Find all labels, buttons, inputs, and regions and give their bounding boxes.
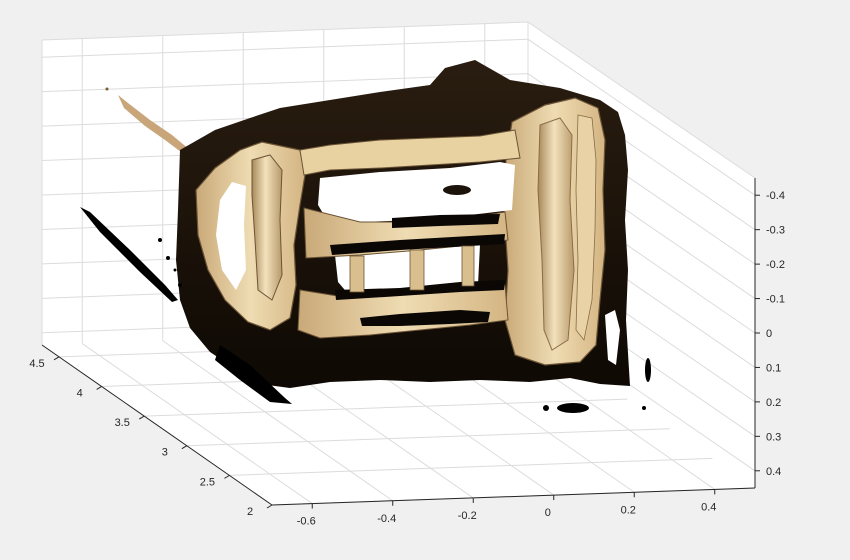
z-tick-label: 0 (766, 328, 772, 340)
cloud-bottom-streak (215, 345, 292, 404)
y-tick (181, 445, 188, 450)
y-tick-label: 2.5 (200, 476, 215, 488)
tick-labels: -0.6 -0.4 -0.2 0 0.2 0.4 2 2.5 3 3.5 4 4.5 -0.4 -0.3 -… (29, 190, 785, 527)
y-floor-gridline (229, 457, 713, 476)
central-opening-top (318, 162, 515, 225)
x-axis-line (271, 487, 756, 506)
small-column (349, 255, 365, 293)
shadow-slit-2 (330, 234, 505, 255)
shadow-slit-1 (392, 214, 500, 228)
shadow-blob (443, 185, 471, 195)
y-tick (138, 415, 145, 420)
facade-right-pillar-2 (575, 114, 597, 341)
stray-points-upper (118, 95, 195, 158)
y-floor-gridline (186, 428, 670, 447)
point-cloud (80, 60, 651, 413)
x-tick-label: -0.2 (458, 510, 477, 522)
y-tick-label: 2 (247, 506, 253, 518)
x-tick-label: 0.4 (701, 501, 716, 513)
x-tick-label: -0.4 (377, 513, 396, 525)
y-tick (266, 504, 273, 509)
entablature-upper (299, 129, 521, 176)
x-tick-label: 0.2 (621, 504, 636, 516)
small-column (409, 249, 425, 291)
y-tick-label: 4 (77, 387, 83, 399)
small-column (461, 245, 475, 287)
z-tick-label: 0.2 (766, 397, 781, 409)
speck (173, 268, 177, 272)
z-tick-label: -0.4 (766, 190, 785, 202)
x-floor-gridline (81, 343, 313, 504)
y-axis-line (41, 344, 273, 506)
y-tick (53, 356, 60, 361)
z-wall-gridline (41, 38, 529, 58)
fragment-right (605, 310, 620, 365)
z-tick-label: -0.2 (766, 259, 785, 271)
facade-left-pillar (251, 154, 283, 301)
speck (158, 238, 162, 242)
z-tick-label: 0.4 (766, 466, 781, 478)
z-tick-label: 0.1 (766, 362, 781, 374)
fragment-dot (642, 406, 646, 410)
x-tick-label: -0.6 (297, 516, 316, 528)
x-tick-label: 0 (545, 507, 551, 519)
z-tick-label: 0.3 (766, 431, 781, 443)
fragment-dot (543, 405, 549, 411)
stray-points-lower (80, 207, 178, 302)
axes (41, 178, 760, 509)
y-tick-label: 4.5 (29, 358, 44, 370)
top-side-gridline (527, 21, 756, 179)
shadow-slit-4 (360, 310, 490, 326)
y-tick-label: 3 (162, 447, 168, 459)
facade-left-opening (216, 182, 246, 290)
x-floor-gridline (162, 340, 394, 502)
top-back-gridline (41, 21, 529, 41)
speck (178, 283, 182, 287)
z-tick-label: -0.1 (766, 294, 785, 306)
fragment-bottom (557, 403, 589, 413)
y-tick (224, 474, 230, 479)
z-side-gridline (527, 38, 756, 196)
speck (166, 256, 170, 260)
facade-right-pillar (537, 117, 575, 351)
y-floor-gridline (144, 398, 628, 417)
y-tick-label: 3.5 (115, 417, 130, 429)
central-opening-middle (335, 245, 480, 296)
stray-point (105, 87, 109, 91)
fragment-right-dot (645, 358, 651, 382)
z-tick-label: -0.3 (766, 225, 785, 237)
y-tick (96, 386, 102, 390)
